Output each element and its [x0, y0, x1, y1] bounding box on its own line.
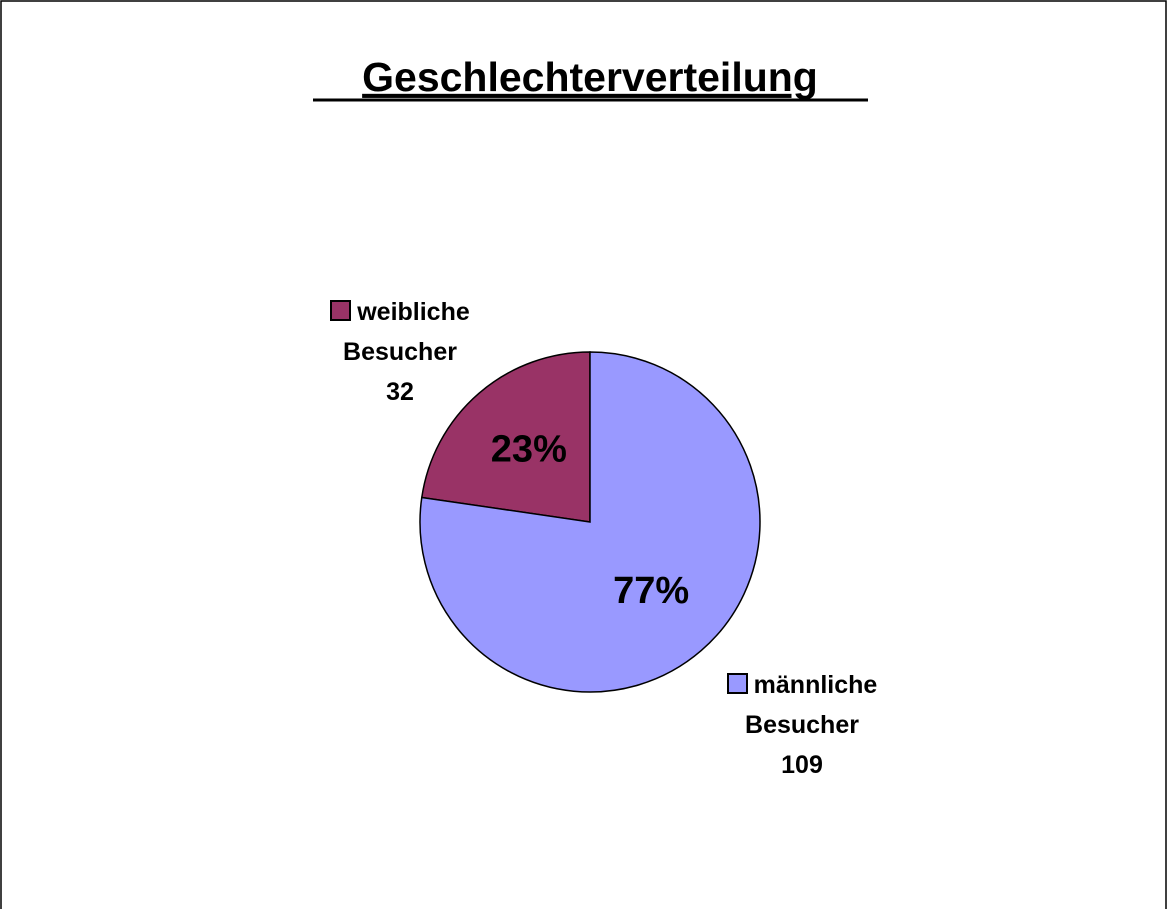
legend-swatch — [726, 673, 748, 694]
data-label: 32 — [386, 378, 414, 406]
legend-label: männliche Besucher — [745, 671, 878, 739]
legend-entry: männliche Besucher 109 — [702, 665, 902, 785]
legend-label: weibliche Besucher — [343, 298, 470, 366]
pie-slice — [419, 351, 761, 693]
legend-swatch — [330, 300, 352, 321]
pie-slice — [420, 351, 591, 523]
legend-entry: weibliche Besucher 32 — [300, 292, 500, 412]
slice-label: 77% — [613, 570, 689, 612]
data-label: 109 — [781, 751, 823, 779]
slice-label: 23% — [491, 428, 567, 470]
chart-title: Geschlechterverteilung — [362, 54, 818, 100]
